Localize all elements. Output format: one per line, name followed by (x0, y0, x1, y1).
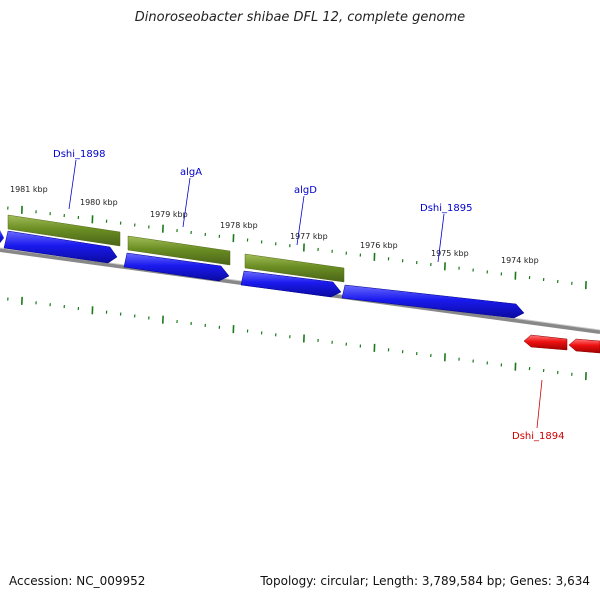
gene-feature-dshi-1898[interactable] (7, 214, 121, 247)
cds-arrow-alga[interactable] (123, 252, 230, 282)
gene-feature-algd[interactable] (244, 253, 345, 283)
cds-arrow-dshi-1895[interactable] (341, 284, 525, 319)
leader-line-dshi-1898 (68, 159, 77, 210)
cds-arrow-edge[interactable] (0, 230, 4, 243)
cds-arrow-dshi-1898[interactable] (3, 230, 118, 264)
genome-stats: Topology: circular; Length: 3,789,584 bp… (260, 574, 590, 588)
leader-line-dshi-1895 (437, 213, 445, 263)
tick-row-lower (7, 296, 587, 381)
kbp-label: 1977 kbp (290, 232, 328, 241)
kbp-label: 1975 kbp (431, 249, 469, 258)
cds-arrow-dshi-1894[interactable] (523, 334, 568, 351)
leader-line-alga (182, 177, 191, 228)
tick-row-upper (7, 205, 587, 290)
kbp-label: 1980 kbp (80, 198, 118, 207)
kbp-label: 1974 kbp (501, 256, 539, 265)
gene-label-dshi-1895[interactable]: Dshi_1895 (420, 203, 472, 214)
gene-label-dshi-1894[interactable]: Dshi_1894 (512, 431, 564, 442)
kbp-label: 1981 kbp (10, 185, 48, 194)
gene-feature-alga[interactable] (127, 235, 231, 266)
cds-arrow-algd[interactable] (240, 270, 342, 298)
kbp-label: 1978 kbp (220, 221, 258, 230)
leader-line-dshi-1894 (536, 379, 543, 429)
kbp-label: 1979 kbp (150, 210, 188, 219)
map-title: Dinoroseobacter shibae DFL 12, complete … (134, 10, 466, 25)
cds-arrow-edge-reverse[interactable] (568, 338, 600, 354)
gene-label-algd[interactable]: algD (294, 185, 317, 196)
kbp-label: 1976 kbp (360, 241, 398, 250)
accession-text: Accession: NC_009952 (9, 574, 146, 588)
gene-label-alga[interactable]: algA (180, 167, 202, 178)
leader-line-algd (296, 195, 305, 246)
gene-label-dshi-1898[interactable]: Dshi_1898 (53, 149, 105, 160)
